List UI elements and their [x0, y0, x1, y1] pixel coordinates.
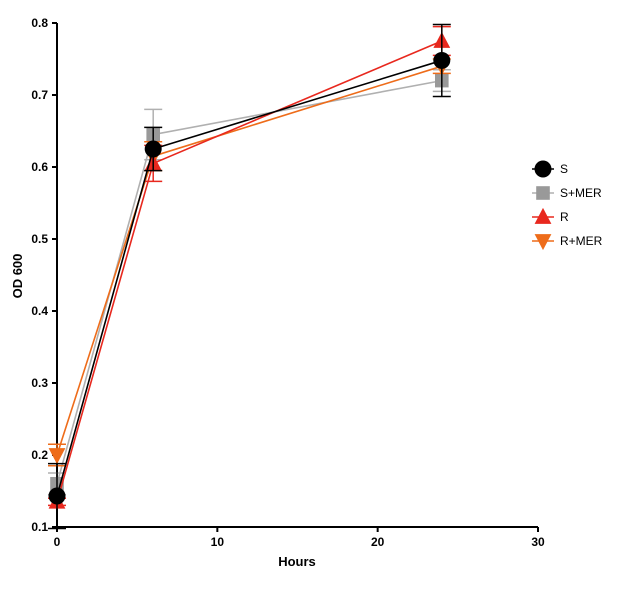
x-tick-label: 30	[531, 535, 545, 549]
x-tick-label: 0	[54, 535, 61, 549]
y-tick-label: 0.6	[31, 160, 48, 174]
legend-marker	[536, 186, 550, 200]
legend-item: R+MER	[532, 234, 603, 251]
legend-marker	[534, 160, 552, 178]
y-tick-label: 0.7	[31, 88, 48, 102]
x-axis-label: Hours	[278, 554, 316, 569]
series-s	[48, 23, 451, 530]
y-tick-label: 0.4	[31, 304, 48, 318]
x-tick-label: 20	[371, 535, 385, 549]
y-tick-label: 0.2	[31, 448, 48, 462]
legend-label: S	[560, 162, 568, 176]
axes: 0.1 0.2 0.3 0.4 0.5 0.6 0.7 0.8 0 10 20 30	[31, 16, 545, 549]
x-tick-label: 10	[211, 535, 225, 549]
legend-label: R	[560, 210, 569, 224]
data-point	[48, 487, 66, 505]
data-point	[433, 51, 451, 69]
y-axis-label: OD 600	[10, 254, 25, 299]
legend-item: R	[532, 207, 569, 224]
y-tick-label: 0.1	[31, 520, 48, 534]
legend-marker	[534, 234, 552, 251]
legend: S S+MER R R+MER	[532, 160, 603, 251]
legend-item: S	[532, 160, 568, 178]
series-line	[56, 65, 443, 456]
data-point	[48, 448, 66, 465]
y-tick-label: 0.5	[31, 232, 48, 246]
legend-marker	[534, 207, 552, 224]
y-tick-label: 0.8	[31, 16, 48, 30]
series-s-mer	[48, 69, 451, 496]
series-layer	[48, 23, 451, 530]
series-line	[56, 79, 442, 485]
legend-label: S+MER	[560, 186, 602, 200]
y-tick-label: 0.3	[31, 376, 48, 390]
data-point	[144, 140, 162, 158]
legend-label: R+MER	[560, 234, 603, 248]
legend-item: S+MER	[532, 186, 602, 200]
series-r	[48, 25, 451, 509]
